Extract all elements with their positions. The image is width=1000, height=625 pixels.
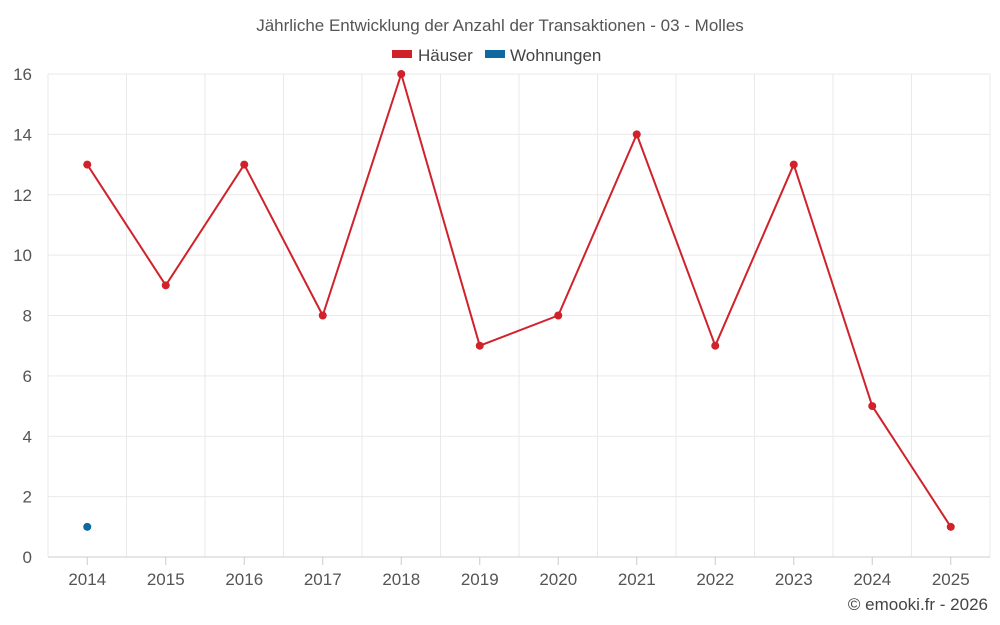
- x-tick-label: 2023: [775, 570, 813, 589]
- data-point[interactable]: [83, 160, 92, 169]
- y-tick-label: 14: [13, 125, 32, 144]
- y-tick-label: 0: [23, 548, 32, 567]
- x-tick-label: 2025: [932, 570, 970, 589]
- y-tick-label: 6: [23, 367, 32, 386]
- x-tick-label: 2021: [618, 570, 656, 589]
- x-tick-label: 2015: [147, 570, 185, 589]
- data-point[interactable]: [789, 160, 798, 169]
- credit-text: © emooki.fr - 2026: [848, 595, 988, 614]
- y-tick-label: 10: [13, 246, 32, 265]
- data-point[interactable]: [397, 70, 406, 78]
- y-tick-label: 8: [23, 307, 32, 326]
- data-point[interactable]: [868, 402, 877, 411]
- data-point[interactable]: [475, 341, 484, 350]
- data-point[interactable]: [554, 311, 563, 320]
- legend-label: Häuser: [418, 46, 473, 65]
- chart-title: Jährliche Entwicklung der Anzahl der Tra…: [256, 16, 744, 35]
- legend: Häuser Wohnungen: [392, 46, 601, 65]
- legend-item[interactable]: Wohnungen: [485, 46, 601, 65]
- x-tick-label: 2020: [539, 570, 577, 589]
- x-tick-label: 2019: [461, 570, 499, 589]
- data-point[interactable]: [83, 522, 92, 531]
- data-point[interactable]: [711, 341, 720, 350]
- legend-swatch: [392, 50, 412, 58]
- data-point[interactable]: [318, 311, 327, 320]
- grid: [47, 73, 991, 557]
- axes: 0 2 4 6 8 10 12 14 16 2014 2015 2016 2017 2018 2019 202…: [13, 65, 990, 589]
- data-point[interactable]: [161, 281, 170, 290]
- y-tick-label: 12: [13, 186, 32, 205]
- data-point[interactable]: [946, 522, 955, 531]
- series: [83, 70, 955, 531]
- x-tick-label: 2014: [68, 570, 106, 589]
- data-point[interactable]: [240, 160, 249, 169]
- y-tick-label: 4: [23, 427, 32, 446]
- x-tick-label: 2016: [225, 570, 263, 589]
- data-point[interactable]: [632, 130, 641, 139]
- x-tick-label: 2018: [382, 570, 420, 589]
- y-tick-label: 16: [13, 65, 32, 84]
- y-tick-label: 2: [23, 488, 32, 507]
- x-tick-label: 2022: [696, 570, 734, 589]
- x-tick-label: 2024: [853, 570, 891, 589]
- x-tick-label: 2017: [304, 570, 342, 589]
- legend-item[interactable]: Häuser: [392, 46, 473, 65]
- legend-label: Wohnungen: [510, 46, 601, 65]
- series-line: [86, 73, 952, 528]
- legend-swatch: [485, 50, 505, 58]
